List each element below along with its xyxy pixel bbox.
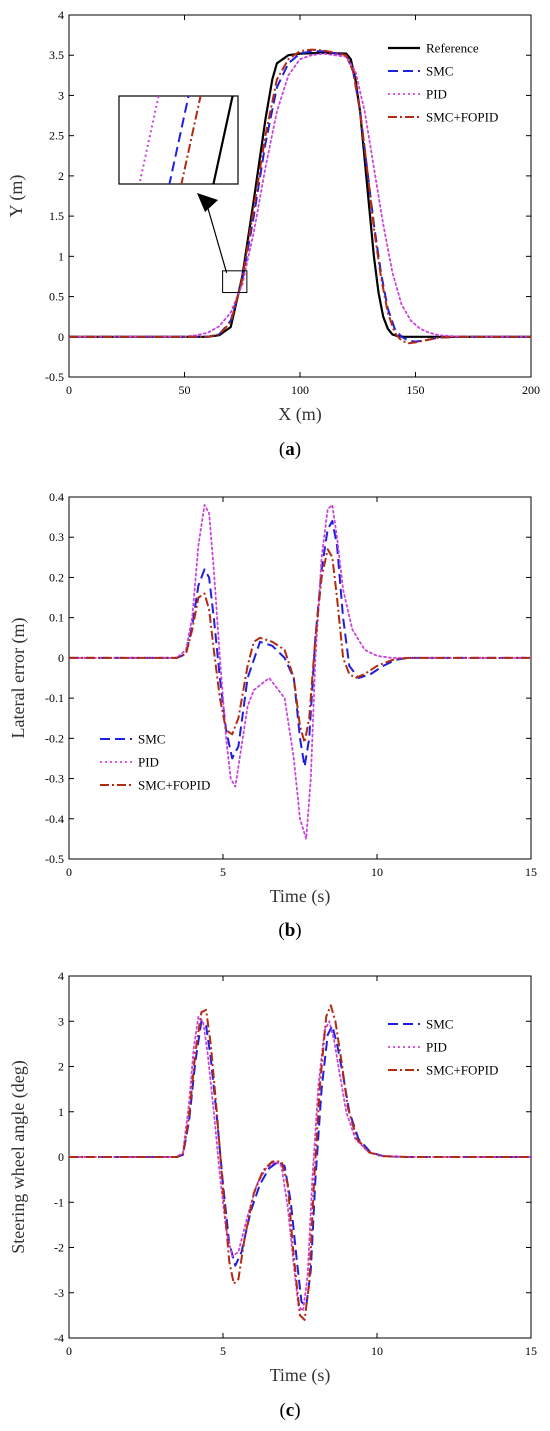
y-tick-label: 4	[58, 969, 64, 983]
chart-panel-c: 0 5 10 15 -4 -3 -2 -1 0 1 2 3 4 SMC PID SMC+FOPID Time (…	[8, 969, 537, 1421]
y-axis-label: Steering wheel angle (deg)	[8, 1060, 29, 1253]
y-tick-label: 2.5	[49, 129, 64, 143]
y-axis-label: Lateral error (m)	[8, 618, 29, 739]
x-tick-label: 200	[522, 383, 540, 397]
y-tick-label: 0	[58, 651, 64, 665]
series-group	[69, 504, 531, 840]
legend-label: PID	[426, 87, 447, 102]
series-line-smc-fopid	[69, 48, 531, 345]
x-tick-label: 15	[525, 865, 537, 879]
zoom-region-box	[222, 270, 248, 294]
y-tick-label: 1.5	[49, 209, 64, 223]
x-tick-label: 10	[371, 1344, 383, 1358]
legend-label: SMC	[138, 732, 165, 747]
y-tick-label: 2	[58, 169, 64, 183]
series-line-smc	[69, 1020, 531, 1308]
legend-label: PID	[426, 1040, 447, 1055]
series-group	[69, 1004, 531, 1321]
panel-label: (c)	[279, 1400, 300, 1421]
x-tick-label: 0	[66, 383, 72, 397]
inset-line-pid	[138, 96, 160, 184]
chart-panel-b: 0 5 10 15 -0.5 -0.4 -0.3 -0.2 -0.1 0 0.1 0.2 0.3 0.4 S…	[8, 490, 537, 941]
legend-label: SMC+FOPID	[426, 110, 498, 125]
y-tick-label: -0.1	[45, 691, 64, 705]
x-tick-label: 100	[291, 383, 309, 397]
legend-label: SMC+FOPID	[138, 778, 210, 793]
y-tick-label: 0	[58, 330, 64, 344]
inset-line-smc	[168, 96, 190, 184]
inset-lines	[138, 96, 234, 184]
panel-label: (a)	[279, 439, 301, 460]
y-tick-label: -1	[54, 1195, 64, 1209]
series-line-pid	[69, 504, 531, 840]
x-tick-label: 5	[220, 1344, 226, 1358]
series-line-smc	[69, 520, 531, 768]
y-tick-label: -0.5	[45, 370, 64, 384]
series-group	[69, 48, 531, 345]
y-tick-label: 0.2	[49, 570, 64, 584]
x-axis-label: X (m)	[278, 404, 322, 425]
series-line-smc-fopid	[69, 548, 531, 744]
legend-label: PID	[138, 755, 159, 770]
zoom-arrow-head	[197, 193, 218, 212]
y-tick-label: -4	[54, 1331, 64, 1345]
y-tick-label: 1	[58, 249, 64, 263]
y-tick-label: 3	[58, 88, 64, 102]
inset-line-smc-fopid	[180, 96, 202, 184]
y-tick-label: 0.3	[49, 530, 64, 544]
y-tick-label: 3.5	[49, 48, 64, 62]
x-tick-label: 150	[407, 383, 425, 397]
y-tick-label: -2	[54, 1241, 64, 1255]
x-axis-label: Time (s)	[270, 1365, 331, 1386]
y-tick-label: 0.4	[49, 490, 64, 504]
y-tick-label: -0.5	[45, 852, 64, 866]
x-axis-label: Time (s)	[270, 886, 331, 907]
y-tick-label: 2	[58, 1060, 64, 1074]
legend-label: Reference	[426, 41, 479, 56]
y-tick-label: -0.4	[45, 812, 64, 826]
y-tick-label: 0.5	[49, 290, 64, 304]
y-tick-label: -3	[54, 1286, 64, 1300]
x-tick-label: 50	[179, 383, 191, 397]
zoom-arrow-line	[206, 204, 228, 273]
plot-area	[68, 14, 532, 378]
legend-label: SMC	[426, 64, 453, 79]
x-tick-label: 0	[66, 1344, 72, 1358]
x-tick-label: 5	[220, 865, 226, 879]
y-tick-label: 0	[58, 1150, 64, 1164]
y-tick-label: -0.3	[45, 772, 64, 786]
inset-line-reference	[212, 96, 234, 184]
x-tick-label: 15	[525, 1344, 537, 1358]
legend-label: SMC	[426, 1017, 453, 1032]
y-tick-label: -0.2	[45, 731, 64, 745]
y-tick-label: 1	[58, 1105, 64, 1119]
panel-label: (b)	[278, 920, 301, 941]
y-tick-label: 3	[58, 1014, 64, 1028]
chart-panel-a: 0 50 100 150 200-0.500.511.522.533.54Referen…	[6, 8, 540, 460]
plot-area	[68, 496, 532, 860]
series-line-pid	[69, 1015, 531, 1312]
series-line-smc-fopid	[69, 1004, 531, 1321]
x-tick-label: 0	[66, 865, 72, 879]
legend-label: SMC+FOPID	[426, 1063, 498, 1078]
x-tick-label: 10	[371, 865, 383, 879]
y-axis-label: Y (m)	[6, 175, 27, 218]
y-tick-label: 4	[58, 8, 64, 22]
y-tick-label: 0.1	[49, 611, 64, 625]
